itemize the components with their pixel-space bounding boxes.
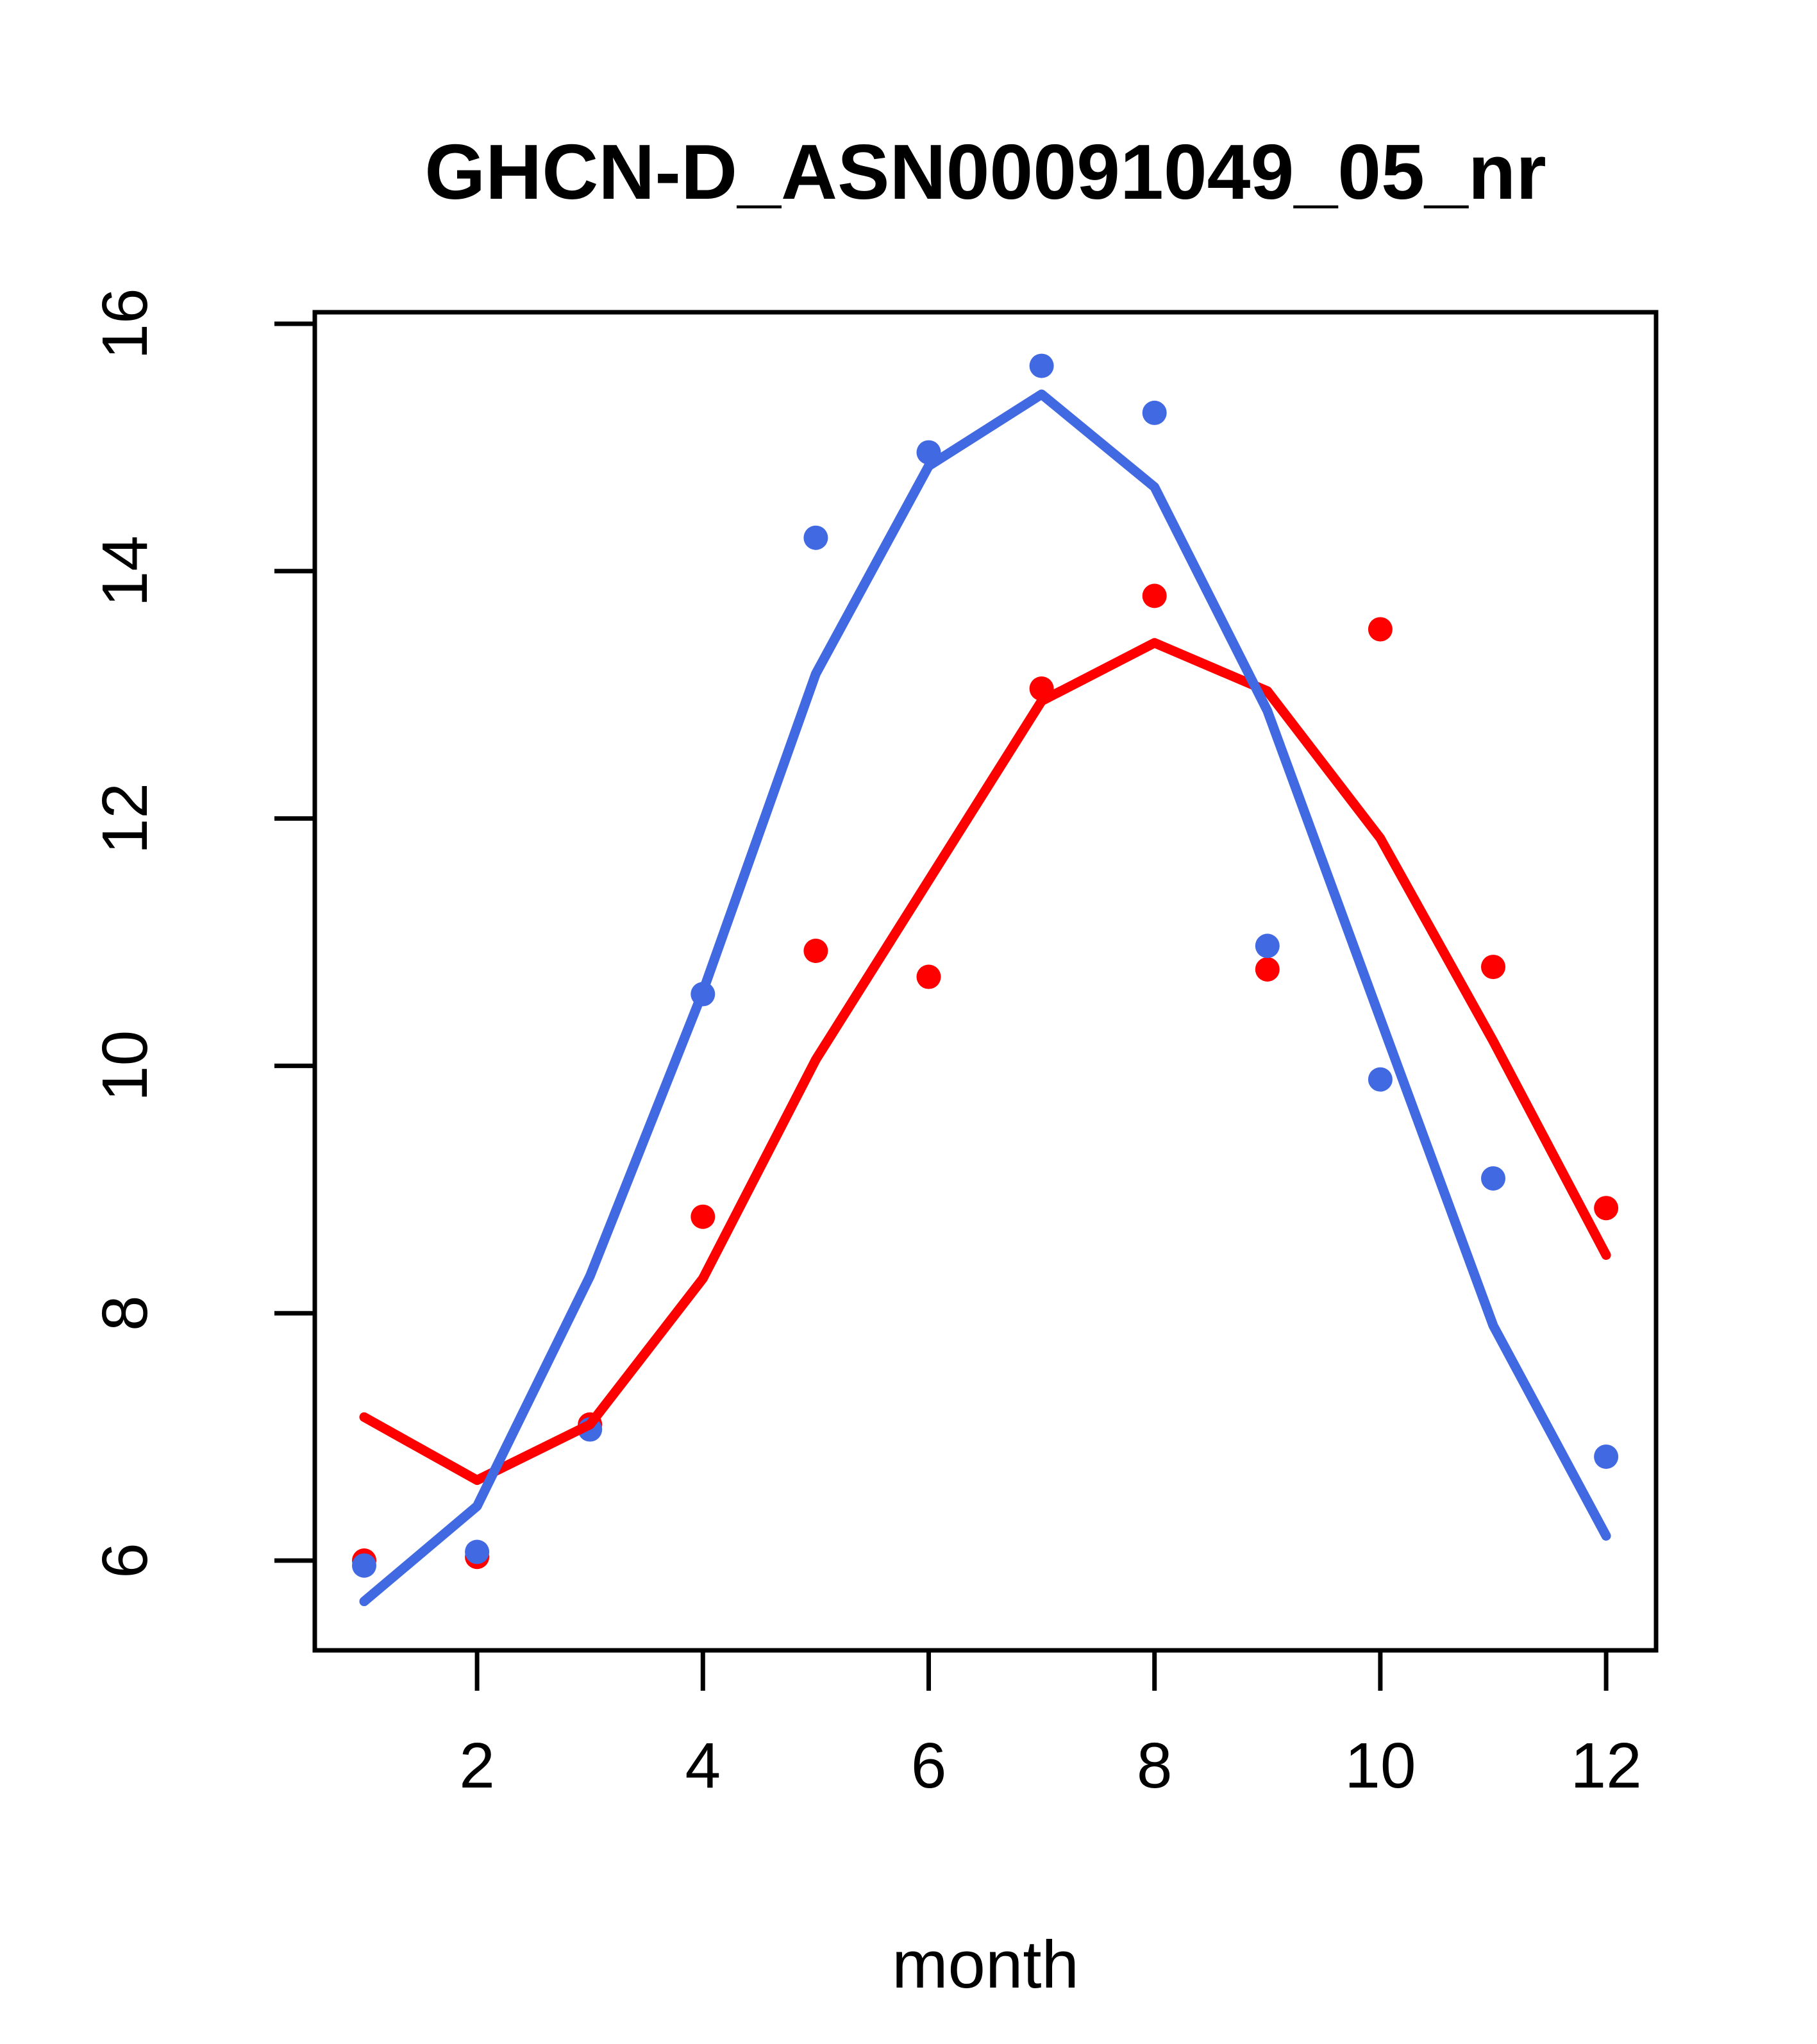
blue-point — [803, 525, 828, 550]
blue-point — [1368, 1067, 1393, 1092]
x-tick-label: 6 — [911, 1730, 947, 1802]
y-tick-label: 16 — [89, 288, 161, 359]
blue-point — [1142, 400, 1167, 425]
plot-box-border — [312, 310, 1659, 1653]
red-point — [691, 1204, 716, 1229]
red-point — [916, 964, 941, 989]
axes: 6 8 10 12 14 16 2 4 6 8 10 12 — [89, 288, 1642, 1802]
x-axis-title: month — [892, 1927, 1079, 2002]
blue-point — [1029, 353, 1054, 378]
x-tick-label: 12 — [1570, 1730, 1641, 1802]
y-tick-label: 12 — [89, 783, 161, 854]
y-tick-label: 10 — [89, 1030, 161, 1102]
red-points — [352, 583, 1619, 1573]
plot-title: GHCN-D_ASN00091049_05_nr — [424, 128, 1546, 215]
y-tick-label: 14 — [89, 535, 161, 607]
y-tick-label: 8 — [89, 1295, 161, 1331]
red-point — [1142, 583, 1167, 608]
red-point — [803, 939, 828, 964]
y-tick-label: 6 — [89, 1543, 161, 1579]
red-smooth-line — [359, 638, 1611, 1486]
red-point — [1255, 957, 1280, 982]
blue-point — [352, 1553, 376, 1578]
data-series — [352, 353, 1619, 1607]
blue-point — [1481, 1166, 1505, 1191]
red-point — [1481, 955, 1505, 980]
blue-point — [1255, 934, 1280, 959]
blue-point — [1594, 1444, 1619, 1469]
red-point — [1594, 1196, 1619, 1221]
blue-smooth-line — [359, 389, 1611, 1607]
x-tick-label: 4 — [685, 1730, 721, 1802]
blue-points — [352, 353, 1619, 1578]
x-tick-label: 2 — [459, 1730, 495, 1802]
x-tick-label: 10 — [1344, 1730, 1416, 1802]
x-tick-label: 8 — [1137, 1730, 1173, 1802]
red-point — [1368, 617, 1393, 642]
blue-point — [465, 1539, 490, 1564]
